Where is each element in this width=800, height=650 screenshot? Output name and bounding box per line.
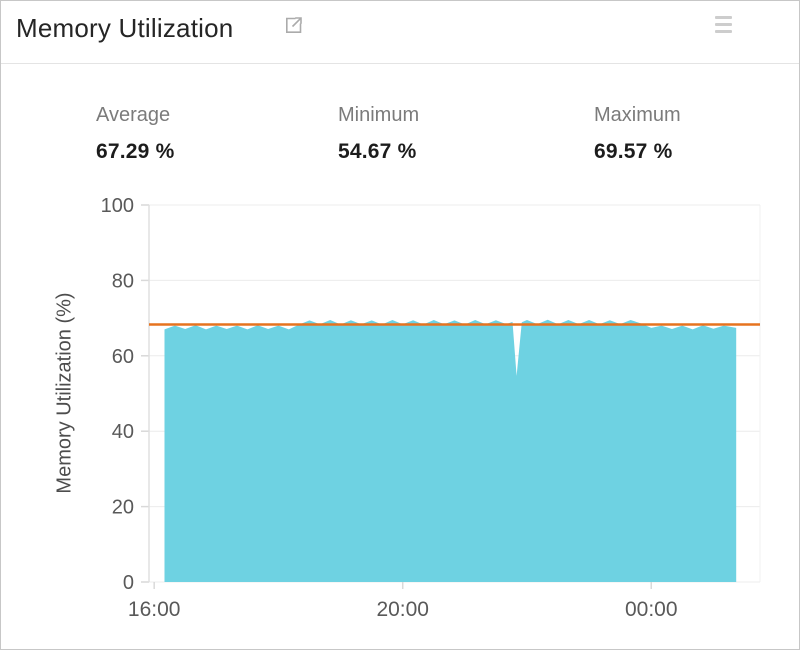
x-tick-label-16:00: 16:00	[128, 598, 181, 621]
hamburger-bar	[715, 30, 732, 33]
stat-average-label: Average	[96, 104, 171, 126]
header-divider	[1, 63, 799, 64]
memory-area-series	[164, 319, 737, 582]
y-tick-label-60: 60	[112, 346, 134, 368]
stat-maximum: Maximum 69.57 %	[594, 104, 681, 164]
stat-maximum-label: Maximum	[594, 104, 681, 126]
hamburger-bar	[715, 23, 732, 26]
hamburger-bar	[715, 16, 732, 19]
stat-minimum: Minimum 54.67 %	[338, 104, 419, 164]
stat-minimum-label: Minimum	[338, 104, 420, 126]
y-tick-label-0: 0	[123, 572, 134, 594]
external-link-icon[interactable]	[284, 15, 304, 35]
y-tick-label-100: 100	[101, 196, 134, 217]
memory-utilization-chart: 0 20 40 60 80 100 16:00 20:00 00:00	[101, 196, 761, 621]
y-tick-label-80: 80	[112, 270, 134, 292]
stat-maximum-value: 69.57 %	[594, 140, 673, 163]
stat-average-value: 67.29 %	[96, 140, 175, 163]
x-tick-label-20:00: 20:00	[376, 598, 429, 621]
y-tick-label-20: 20	[112, 497, 134, 519]
x-tick-label-00:00: 00:00	[625, 598, 678, 621]
stat-minimum-value: 54.67 %	[338, 140, 417, 163]
hamburger-menu-icon[interactable]	[715, 16, 732, 37]
external-link-icon-graphic	[286, 17, 302, 33]
widget-title: Memory Utilization	[16, 13, 234, 43]
stat-average: Average 67.29 %	[96, 104, 174, 164]
y-tick-label-40: 40	[112, 421, 134, 443]
